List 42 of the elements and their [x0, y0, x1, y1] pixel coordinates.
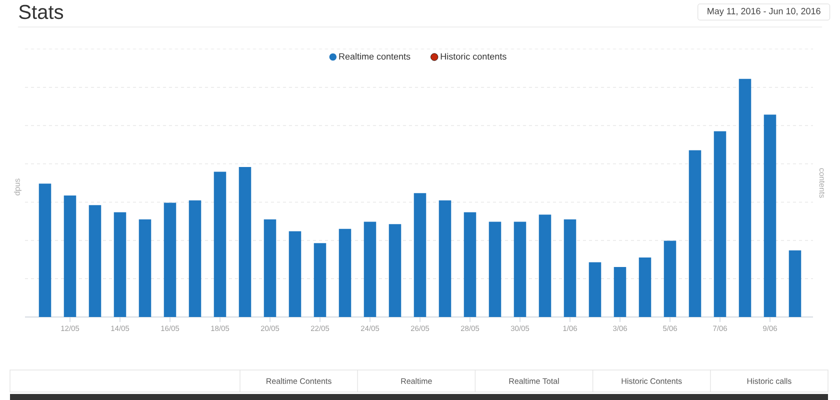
bar	[188, 200, 202, 317]
bar	[364, 222, 376, 317]
legend-label: Historic contents	[440, 53, 506, 60]
bar	[338, 228, 352, 317]
bar	[438, 200, 452, 317]
y-axis-title: dpus	[14, 178, 22, 196]
text: Realtime Contents	[266, 378, 332, 384]
bar	[214, 172, 226, 317]
bar	[564, 219, 576, 317]
legend-label: Realtime contents	[339, 53, 410, 60]
bar	[138, 219, 152, 317]
bar	[38, 184, 52, 317]
bar	[588, 262, 602, 317]
bar	[664, 240, 676, 317]
text: Realtime Total	[509, 378, 559, 384]
bar	[164, 202, 176, 317]
bar	[288, 231, 302, 317]
text: Historic calls	[747, 378, 792, 384]
bar	[714, 131, 726, 317]
bar	[464, 212, 476, 317]
bar	[788, 250, 802, 317]
bar	[64, 196, 76, 317]
bar	[538, 214, 552, 317]
bar	[88, 205, 102, 317]
y2-axis-title: contents	[819, 168, 825, 198]
bar	[238, 166, 252, 317]
bar	[514, 222, 526, 317]
bar	[614, 266, 626, 317]
chart-title: Stats	[19, 4, 64, 20]
text: Realtime	[401, 378, 432, 384]
bar	[738, 78, 752, 317]
bar	[264, 219, 276, 317]
bar	[388, 224, 402, 317]
chart-subtitle: May 11, 2016 - Jun 10, 2016	[708, 8, 820, 16]
bar	[688, 150, 702, 317]
bar	[488, 222, 502, 317]
bar	[414, 193, 426, 317]
bar	[764, 114, 776, 317]
text: Historic Contents	[622, 378, 682, 384]
bar	[114, 212, 126, 317]
bar	[314, 243, 326, 317]
bar	[638, 257, 652, 317]
